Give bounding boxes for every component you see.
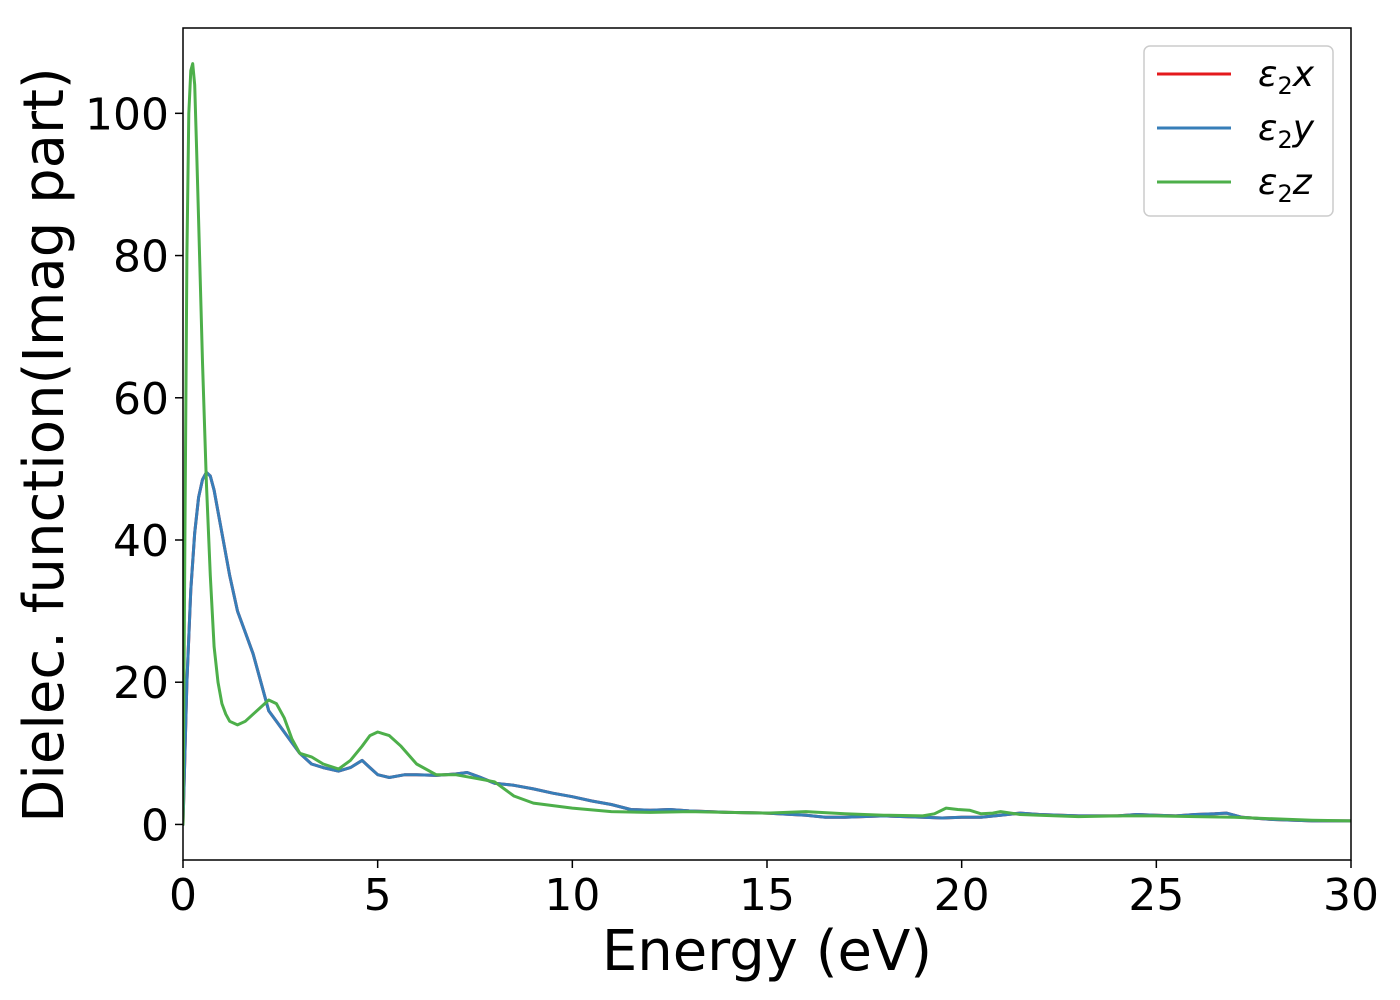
y-tick-label: 60 — [113, 374, 169, 425]
x-tick-label: 25 — [1128, 870, 1184, 921]
y-tick-label: 100 — [85, 89, 169, 140]
x-tick-label: 15 — [739, 870, 795, 921]
legend-entry-y: ε2y — [1258, 108, 1315, 154]
x-tick-label: 0 — [169, 870, 197, 921]
x-axis-label: Energy (eV) — [602, 919, 932, 984]
series-line-x — [183, 470, 1351, 826]
series-line-y — [183, 470, 1351, 826]
series-line-z — [183, 62, 1351, 826]
x-tick-label: 30 — [1323, 870, 1379, 921]
legend: ε2x ε2y ε2z — [1143, 45, 1334, 217]
y-axis-label: Dielec. function(Imag part) — [12, 67, 77, 823]
legend-entry-z: ε2z — [1258, 162, 1313, 208]
y-tick-label: 20 — [113, 658, 169, 709]
series-layer — [183, 62, 1351, 826]
x-tick-label: 10 — [544, 870, 600, 921]
legend-entry-x: ε2x — [1258, 54, 1315, 100]
legend-box — [1143, 45, 1334, 217]
x-tick-label: 20 — [934, 870, 990, 921]
y-tick-label: 80 — [113, 232, 169, 283]
y-tick-label: 40 — [113, 516, 169, 567]
x-tick-label: 5 — [364, 870, 392, 921]
y-tick-label: 0 — [141, 800, 169, 851]
axes-layer: 0 5 10 15 20 25 30 0 20 40 60 80 100 — [85, 27, 1379, 921]
